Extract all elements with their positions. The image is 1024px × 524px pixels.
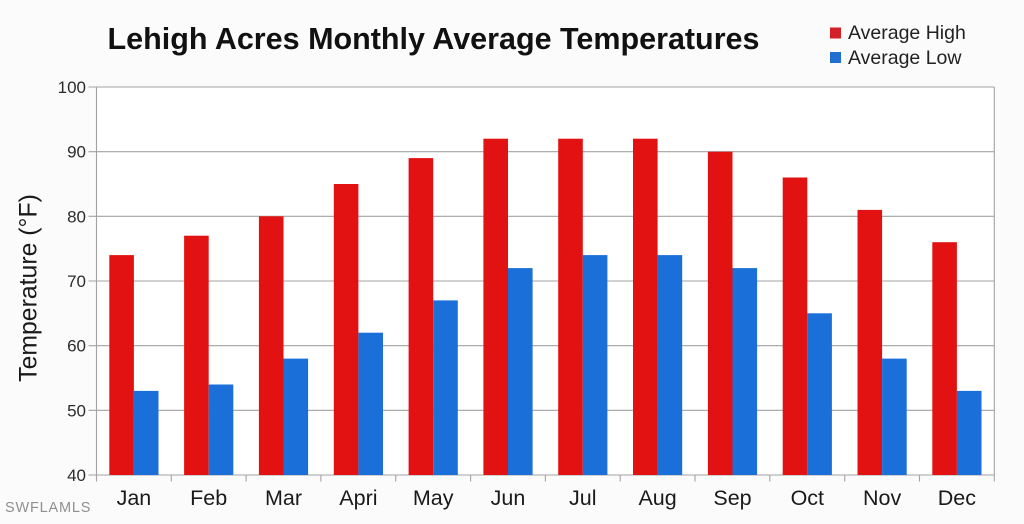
svg-text:Dec: Dec — [938, 486, 976, 510]
svg-text:Sep: Sep — [713, 486, 751, 510]
svg-text:Lehigh Acres Monthly Average T: Lehigh Acres Monthly Average Temperature… — [108, 22, 760, 56]
svg-text:Jan: Jan — [117, 486, 152, 510]
svg-text:Average High: Average High — [848, 22, 966, 44]
svg-text:80: 80 — [67, 207, 86, 226]
svg-text:Feb: Feb — [190, 486, 227, 510]
svg-text:Apri: Apri — [339, 486, 377, 510]
svg-text:Mar: Mar — [265, 486, 302, 510]
svg-text:90: 90 — [67, 143, 86, 162]
svg-text:70: 70 — [67, 272, 86, 291]
svg-text:SWFLAMLS: SWFLAMLS — [5, 500, 91, 516]
svg-text:Jul: Jul — [569, 486, 596, 510]
svg-text:Average Low: Average Low — [848, 47, 962, 69]
svg-text:50: 50 — [67, 401, 86, 420]
svg-text:Nov: Nov — [863, 486, 901, 510]
svg-text:Temperature (°F): Temperature (°F) — [16, 194, 43, 382]
svg-text:Jun: Jun — [491, 486, 526, 510]
svg-text:40: 40 — [67, 466, 86, 485]
svg-text:Oct: Oct — [791, 486, 824, 510]
svg-text:Aug: Aug — [638, 486, 676, 510]
svg-text:May: May — [413, 486, 454, 510]
svg-text:100: 100 — [58, 78, 86, 97]
svg-text:60: 60 — [67, 337, 86, 356]
